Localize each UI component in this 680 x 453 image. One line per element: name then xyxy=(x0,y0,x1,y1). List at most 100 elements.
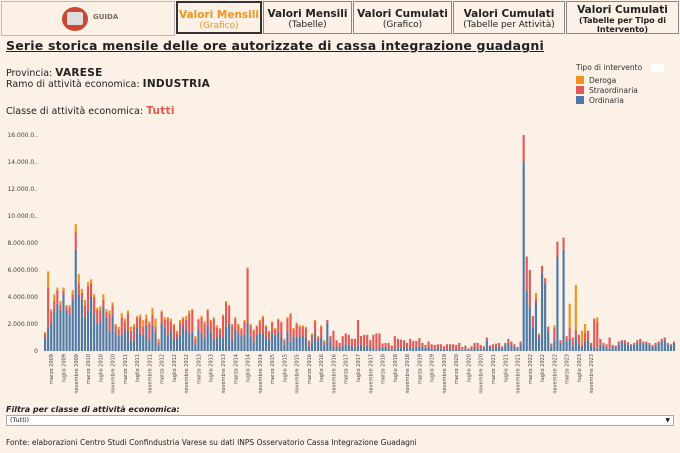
bar-deroga[interactable] xyxy=(574,284,577,330)
bar-straordinaria[interactable] xyxy=(65,306,68,311)
bar-straordinaria[interactable] xyxy=(384,342,387,347)
bar-deroga[interactable] xyxy=(231,324,234,326)
tab-valori-mensili-tabelle[interactable]: Valori Mensili (Tabelle) xyxy=(263,1,352,34)
bar-ordinaria[interactable] xyxy=(120,334,123,351)
bar-deroga[interactable] xyxy=(298,325,301,327)
bar-straordinaria[interactable] xyxy=(363,334,366,347)
bar-deroga[interactable] xyxy=(209,319,212,322)
bar-deroga[interactable] xyxy=(194,336,197,339)
bar-straordinaria[interactable] xyxy=(323,341,326,346)
bar-straordinaria[interactable] xyxy=(338,342,341,347)
bar-straordinaria[interactable] xyxy=(62,290,65,295)
bar-ordinaria[interactable] xyxy=(310,341,314,351)
bar-ordinaria[interactable] xyxy=(547,330,550,351)
bar-straordinaria[interactable] xyxy=(470,346,473,349)
bar-straordinaria[interactable] xyxy=(593,318,596,347)
bar-ordinaria[interactable] xyxy=(59,310,62,352)
bar-ordinaria[interactable] xyxy=(111,314,114,351)
bar-deroga[interactable] xyxy=(148,321,151,324)
bar-ordinaria[interactable] xyxy=(360,344,363,351)
bar-deroga[interactable] xyxy=(160,310,163,312)
tab-valori-mensili-grafico[interactable]: Valori Mensili (Grafico) xyxy=(176,1,262,34)
bar-straordinaria[interactable] xyxy=(102,299,105,307)
bar-ordinaria[interactable] xyxy=(418,346,421,351)
bar-ordinaria[interactable] xyxy=(590,345,593,351)
bar-ordinaria[interactable] xyxy=(562,249,565,351)
bar-ordinaria[interactable] xyxy=(175,337,179,352)
bar-deroga[interactable] xyxy=(274,328,277,330)
bar-straordinaria[interactable] xyxy=(614,345,617,347)
bar-ordinaria[interactable] xyxy=(660,341,663,351)
bar-straordinaria[interactable] xyxy=(461,346,464,350)
bar-ordinaria[interactable] xyxy=(473,346,476,351)
bar-straordinaria[interactable] xyxy=(277,319,280,333)
bar-ordinaria[interactable] xyxy=(169,330,172,351)
bar-ordinaria[interactable] xyxy=(494,346,498,351)
bar-deroga[interactable] xyxy=(139,314,142,318)
bar-ordinaria[interactable] xyxy=(409,346,412,351)
bar-deroga[interactable] xyxy=(249,324,252,326)
bar-ordinaria[interactable] xyxy=(151,325,154,351)
bar-ordinaria[interactable] xyxy=(102,306,105,351)
bar-deroga[interactable] xyxy=(105,309,108,312)
bar-deroga[interactable] xyxy=(240,328,243,330)
bar-straordinaria[interactable] xyxy=(148,324,151,341)
bar-deroga[interactable] xyxy=(80,288,83,293)
bar-ordinaria[interactable] xyxy=(132,340,136,351)
bar-straordinaria[interactable] xyxy=(568,328,571,339)
bar-straordinaria[interactable] xyxy=(390,345,393,350)
bar-straordinaria[interactable] xyxy=(372,334,375,349)
bar-ordinaria[interactable] xyxy=(467,349,470,351)
bar-straordinaria[interactable] xyxy=(442,346,445,349)
tab-valori-cumulati-grafico[interactable]: Valori Cumulati (Grafico) xyxy=(353,1,452,34)
bar-straordinaria[interactable] xyxy=(654,342,657,346)
bar-straordinaria[interactable] xyxy=(553,328,556,341)
bar-ordinaria[interactable] xyxy=(347,345,350,351)
bar-ordinaria[interactable] xyxy=(602,345,605,351)
bar-deroga[interactable] xyxy=(111,302,114,306)
bar-ordinaria[interactable] xyxy=(617,344,620,351)
bar-straordinaria[interactable] xyxy=(636,340,639,343)
bar-ordinaria[interactable] xyxy=(436,346,439,351)
bar-deroga[interactable] xyxy=(71,290,74,295)
bar-deroga[interactable] xyxy=(132,324,136,327)
bar-ordinaria[interactable] xyxy=(255,334,258,351)
bar-ordinaria[interactable] xyxy=(157,345,160,351)
bar-straordinaria[interactable] xyxy=(271,322,274,334)
bar-straordinaria[interactable] xyxy=(402,340,406,347)
bar-ordinaria[interactable] xyxy=(86,310,90,352)
bar-deroga[interactable] xyxy=(580,330,584,345)
bar-ordinaria[interactable] xyxy=(461,349,464,351)
bar-ordinaria[interactable] xyxy=(620,341,623,351)
bar-ordinaria[interactable] xyxy=(44,337,47,352)
bar-ordinaria[interactable] xyxy=(657,342,660,351)
bar-straordinaria[interactable] xyxy=(571,337,574,346)
bar-ordinaria[interactable] xyxy=(648,344,651,351)
bar-ordinaria[interactable] xyxy=(228,324,231,351)
bar-straordinaria[interactable] xyxy=(341,336,344,346)
bar-straordinaria[interactable] xyxy=(304,328,307,338)
bar-straordinaria[interactable] xyxy=(648,342,651,345)
bar-straordinaria[interactable] xyxy=(666,342,669,345)
bar-deroga[interactable] xyxy=(537,333,541,335)
bar-straordinaria[interactable] xyxy=(639,338,642,342)
bar-ordinaria[interactable] xyxy=(415,347,418,352)
bar-deroga[interactable] xyxy=(188,310,191,314)
bar-ordinaria[interactable] xyxy=(559,342,562,351)
bar-ordinaria[interactable] xyxy=(234,329,237,351)
bar-ordinaria[interactable] xyxy=(504,344,507,351)
bar-ordinaria[interactable] xyxy=(384,346,387,351)
legend-item-ordinaria[interactable]: Ordinaria xyxy=(576,95,642,105)
bar-straordinaria[interactable] xyxy=(399,339,403,348)
bar-deroga[interactable] xyxy=(267,330,271,333)
bar-deroga[interactable] xyxy=(90,279,93,284)
bar-ordinaria[interactable] xyxy=(178,334,182,351)
bar-ordinaria[interactable] xyxy=(556,256,559,352)
bar-straordinaria[interactable] xyxy=(246,268,249,324)
bar-ordinaria[interactable] xyxy=(249,336,252,351)
bar-ordinaria[interactable] xyxy=(301,334,304,351)
bar-deroga[interactable] xyxy=(123,318,126,322)
bar-deroga[interactable] xyxy=(175,330,179,334)
bar-deroga[interactable] xyxy=(56,287,59,291)
bar-ordinaria[interactable] xyxy=(283,344,286,351)
